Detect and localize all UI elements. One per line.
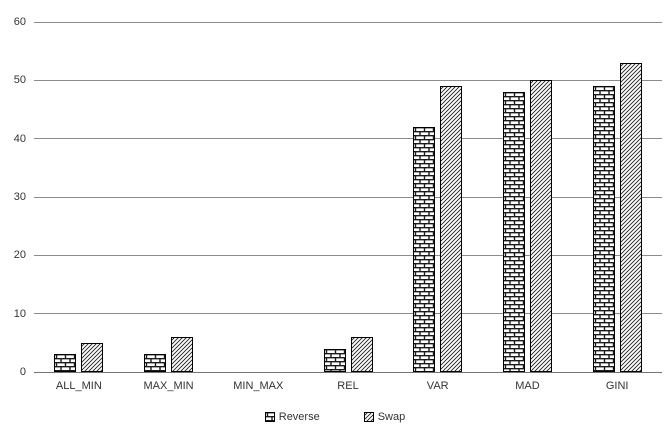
x-label-gini: GINI	[605, 380, 629, 392]
gridline-20	[34, 254, 662, 256]
diagonal-pattern-swatch-icon	[363, 412, 374, 422]
y-tick-label-60: 60	[13, 16, 26, 28]
brick-pattern-swatch-icon	[264, 412, 275, 422]
bar-swap-max_min	[171, 337, 194, 372]
bar-swap-mad	[529, 80, 552, 372]
bar-reverse-all_min	[54, 354, 77, 372]
y-tick-label-10: 10	[13, 307, 26, 320]
x-label-rel: REL	[337, 380, 359, 392]
bar-reverse-var	[413, 127, 436, 372]
legend-item-reverse: Reverse	[264, 411, 320, 423]
legend-item-swap: Swap	[363, 411, 406, 423]
y-tick-label-20: 20	[13, 249, 26, 262]
legend-label-reverse: Reverse	[278, 411, 320, 423]
bar-reverse-gini	[592, 86, 615, 372]
bar-swap-all_min	[81, 343, 104, 372]
y-tick-label-30: 30	[13, 191, 26, 203]
bar-reverse-max_min	[144, 354, 167, 372]
x-label-max_min: MAX_MIN	[143, 380, 194, 392]
legend-label-swap: Swap	[377, 411, 406, 423]
bar-swap-rel	[350, 337, 373, 372]
x-label-all_min: ALL_MIN	[55, 380, 102, 392]
gridline-60	[34, 21, 662, 23]
bar-swap-gini	[619, 63, 642, 372]
gridline-30	[34, 196, 662, 198]
gridline-50	[34, 79, 662, 81]
x-label-min_max: MIN_MAX	[233, 380, 284, 392]
y-tick-label-0: 0	[19, 366, 26, 378]
gridline-10	[34, 313, 662, 315]
x-label-var: VAR	[426, 380, 449, 392]
y-tick-label-40: 40	[13, 132, 26, 145]
bar-reverse-rel	[323, 349, 346, 372]
legend: Reverse Swap	[0, 411, 670, 423]
gridline-40	[34, 138, 662, 140]
bar-reverse-mad	[502, 92, 525, 372]
bar-swap-var	[440, 86, 463, 372]
x-label-mad: MAD	[515, 380, 540, 392]
x-axis-line	[34, 371, 662, 373]
y-tick-label-50: 50	[13, 74, 26, 87]
